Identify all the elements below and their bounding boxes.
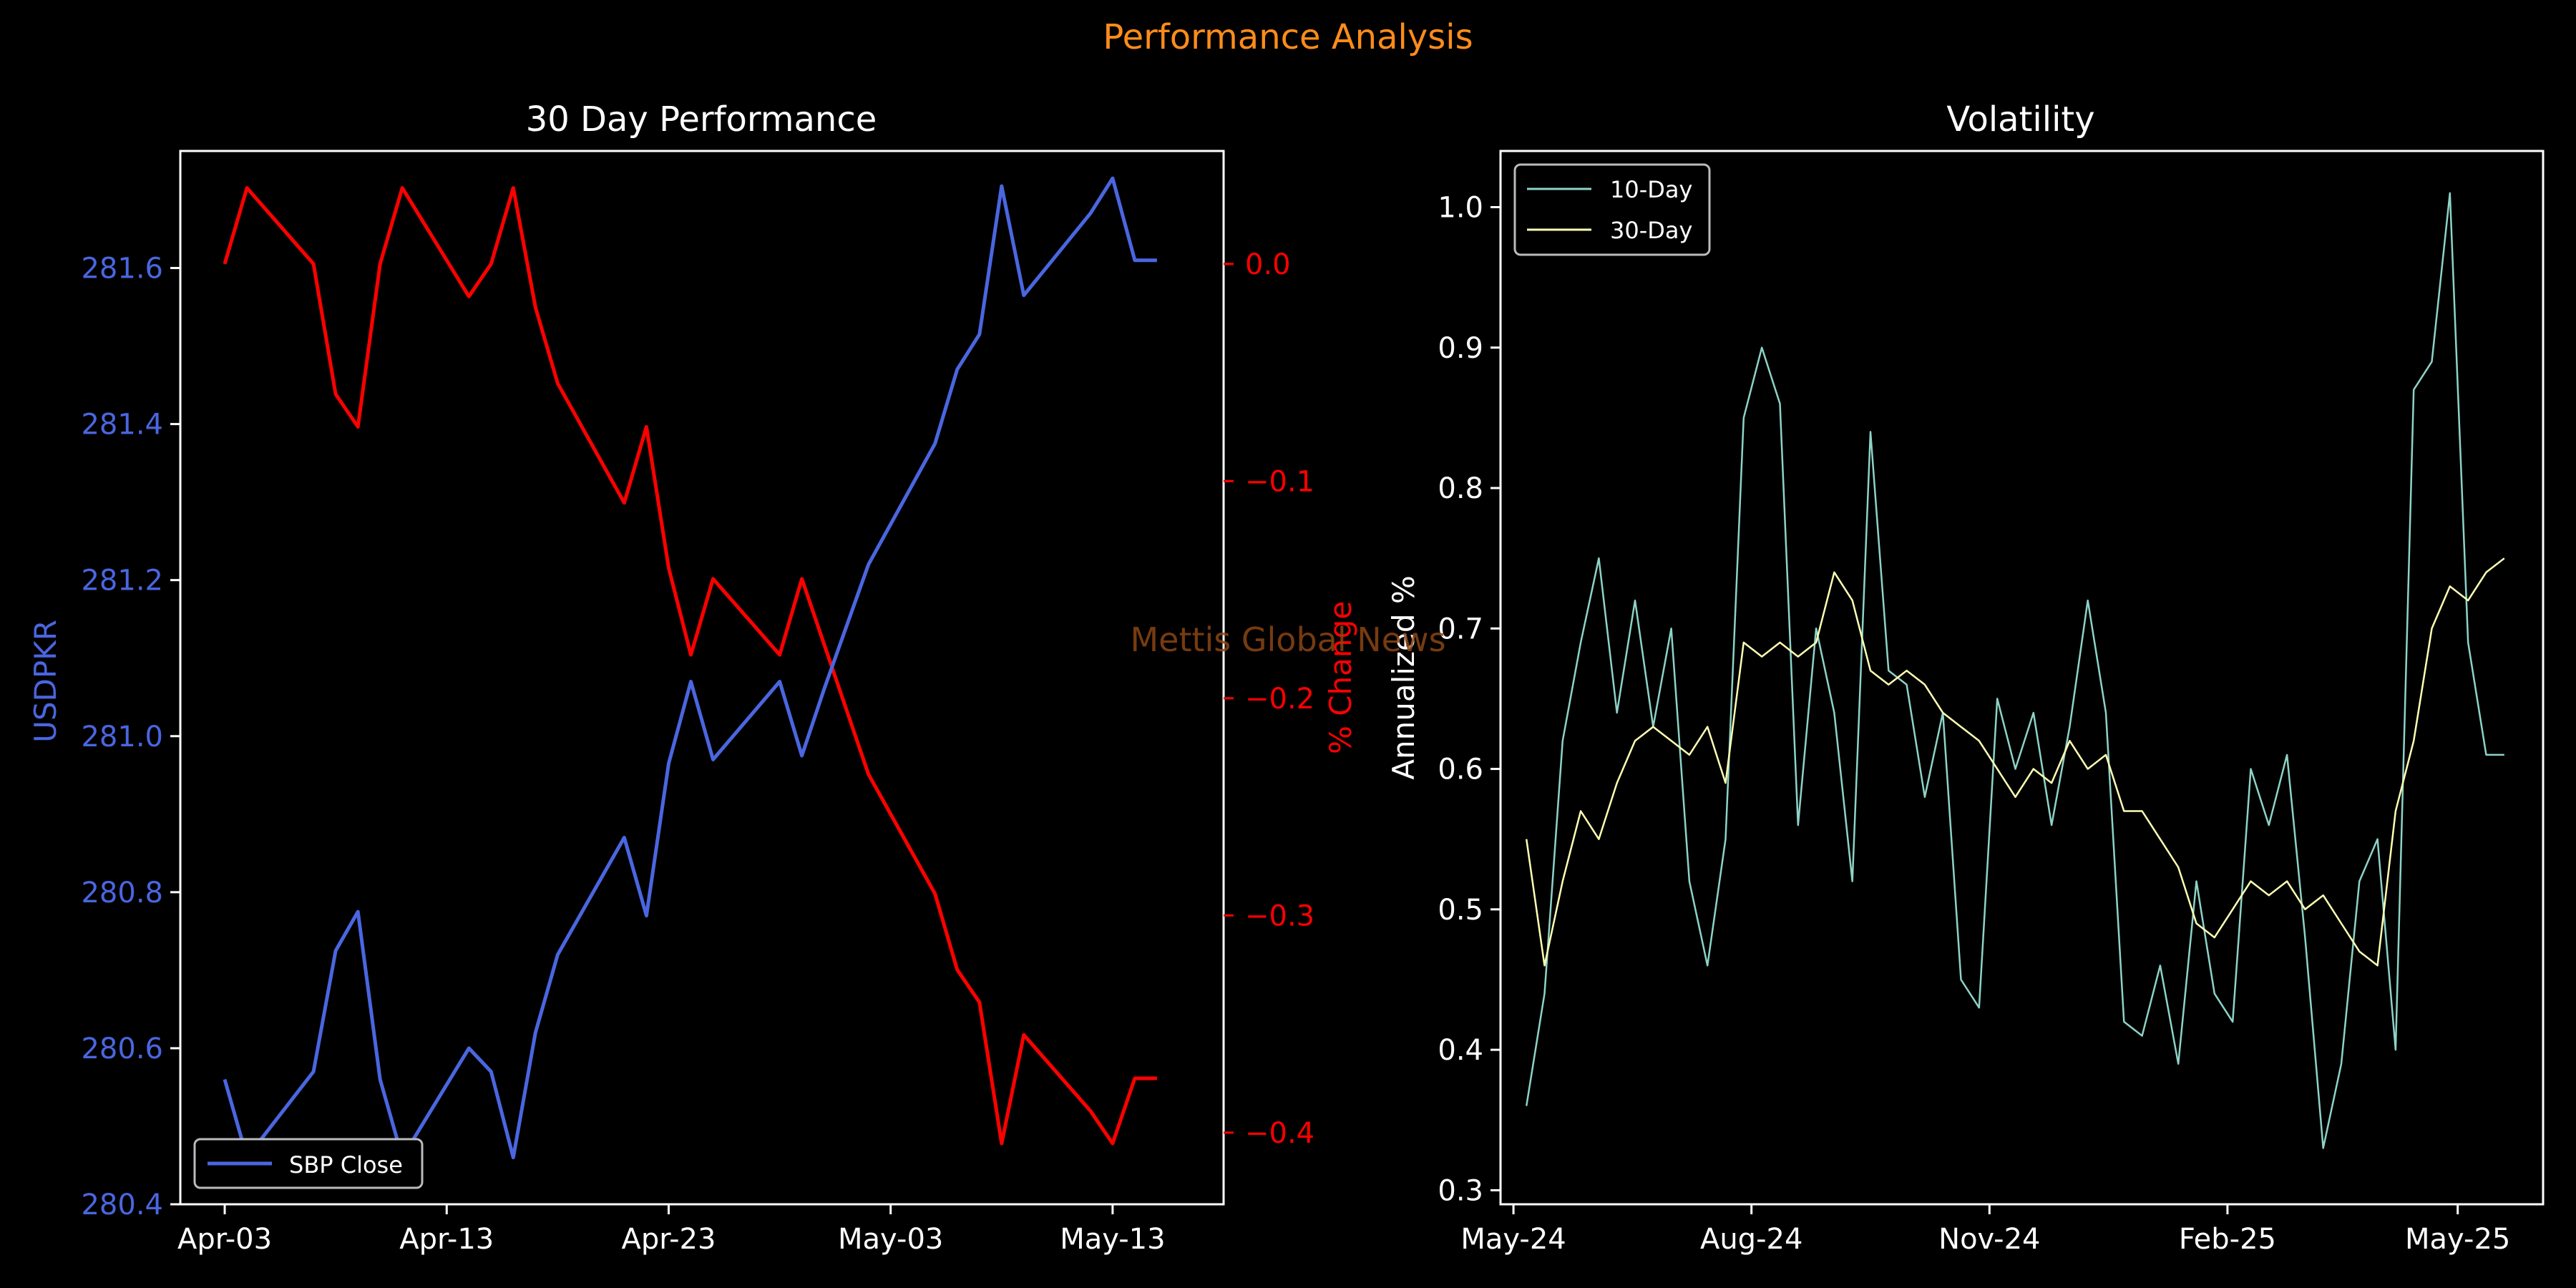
left-legend: SBP Close (193, 1138, 424, 1189)
left-axis-ticks: Apr-03 Apr-13 Apr-23 May-03 May-13 280.4 280.6… (81, 248, 1314, 1256)
left-y-tick-label: 281.6 (81, 253, 163, 286)
left-x-tick-label: Apr-23 (621, 1223, 716, 1256)
series-line-sbp-close (223, 176, 1157, 1160)
right-y-tick-label: −0.3 (1245, 899, 1314, 932)
right-chart-panel: Volatility May-24 Aug-24 Nov-24 Feb-25 May-2… (1386, 99, 2545, 1256)
right-chart-y-tick-label: 0.3 (1438, 1174, 1483, 1207)
right-plot-area (1499, 150, 2545, 1206)
right-legend-box (1513, 163, 1711, 256)
series-line-pct-change (223, 186, 1157, 1146)
right-chart-y-tick-label: 1.0 (1438, 192, 1483, 225)
left-y-tick-label: 281.2 (81, 565, 163, 597)
series-line-10-day (1525, 192, 2504, 1149)
right-y-axis-label: Annualized % (1386, 575, 1421, 779)
right-y-tick-label: 0.0 (1245, 248, 1291, 281)
right-legend: 10-Day 30-Day (1513, 163, 1711, 256)
series-line-30-day (1525, 557, 2505, 967)
right-chart-y-tick-label: 0.4 (1438, 1034, 1483, 1067)
right-y-tick-label: −0.4 (1245, 1117, 1314, 1150)
watermark: Mettis Global News (1130, 620, 1445, 659)
legend-label-10-day: 10-Day (1610, 176, 1692, 203)
left-y-tick-label: 280.6 (81, 1033, 163, 1065)
left-x-tick-label: Apr-13 (399, 1223, 494, 1256)
right-y-tick-label: −0.1 (1245, 465, 1314, 498)
right-x-tick-label: May-24 (1460, 1223, 1566, 1256)
figure-title: Performance Analysis (1103, 17, 1473, 57)
left-x-tick-label: Apr-03 (177, 1223, 272, 1256)
right-y-axis-label: % Change (1323, 601, 1358, 754)
right-chart-y-tick-label: 0.7 (1438, 613, 1483, 645)
right-y-tick-label: −0.2 (1245, 683, 1314, 716)
right-chart-y-tick-label: 0.6 (1438, 753, 1483, 786)
right-series-group (1525, 192, 2505, 1149)
legend-label-30-day: 30-Day (1610, 217, 1692, 244)
left-y-tick-label: 281.4 (81, 409, 163, 441)
left-plot-area (179, 150, 1225, 1206)
right-chart-y-tick-label: 0.9 (1438, 332, 1483, 365)
left-y-axis-label: USDPKR (28, 620, 63, 743)
right-x-tick-label: Nov-24 (1938, 1223, 2040, 1256)
left-y-tick-label: 281.0 (81, 721, 163, 753)
left-y-tick-label: 280.8 (81, 877, 163, 909)
left-chart-panel: 30 Day Performance Apr-03 Apr-13 Apr-23 May… (28, 99, 1358, 1256)
right-x-tick-label: May-25 (2405, 1223, 2510, 1256)
right-chart-y-tick-label: 0.5 (1438, 894, 1483, 927)
left-series-group (223, 176, 1157, 1160)
right-chart-y-tick-label: 0.8 (1438, 472, 1483, 505)
right-x-tick-label: Feb-25 (2179, 1223, 2276, 1256)
right-axis-ticks: May-24 Aug-24 Nov-24 Feb-25 May-25 0.3 0.4 0.5 0… (1438, 192, 2510, 1256)
legend-label-sbp-close: SBP Close (289, 1151, 403, 1179)
left-y-tick-label: 280.4 (81, 1189, 163, 1221)
left-x-tick-label: May-13 (1060, 1223, 1165, 1256)
right-x-tick-label: Aug-24 (1700, 1223, 1802, 1256)
left-legend-box (193, 1138, 424, 1189)
left-chart-title: 30 Day Performance (526, 99, 877, 140)
left-x-tick-label: May-03 (838, 1223, 943, 1256)
right-chart-title: Volatility (1946, 99, 2094, 140)
